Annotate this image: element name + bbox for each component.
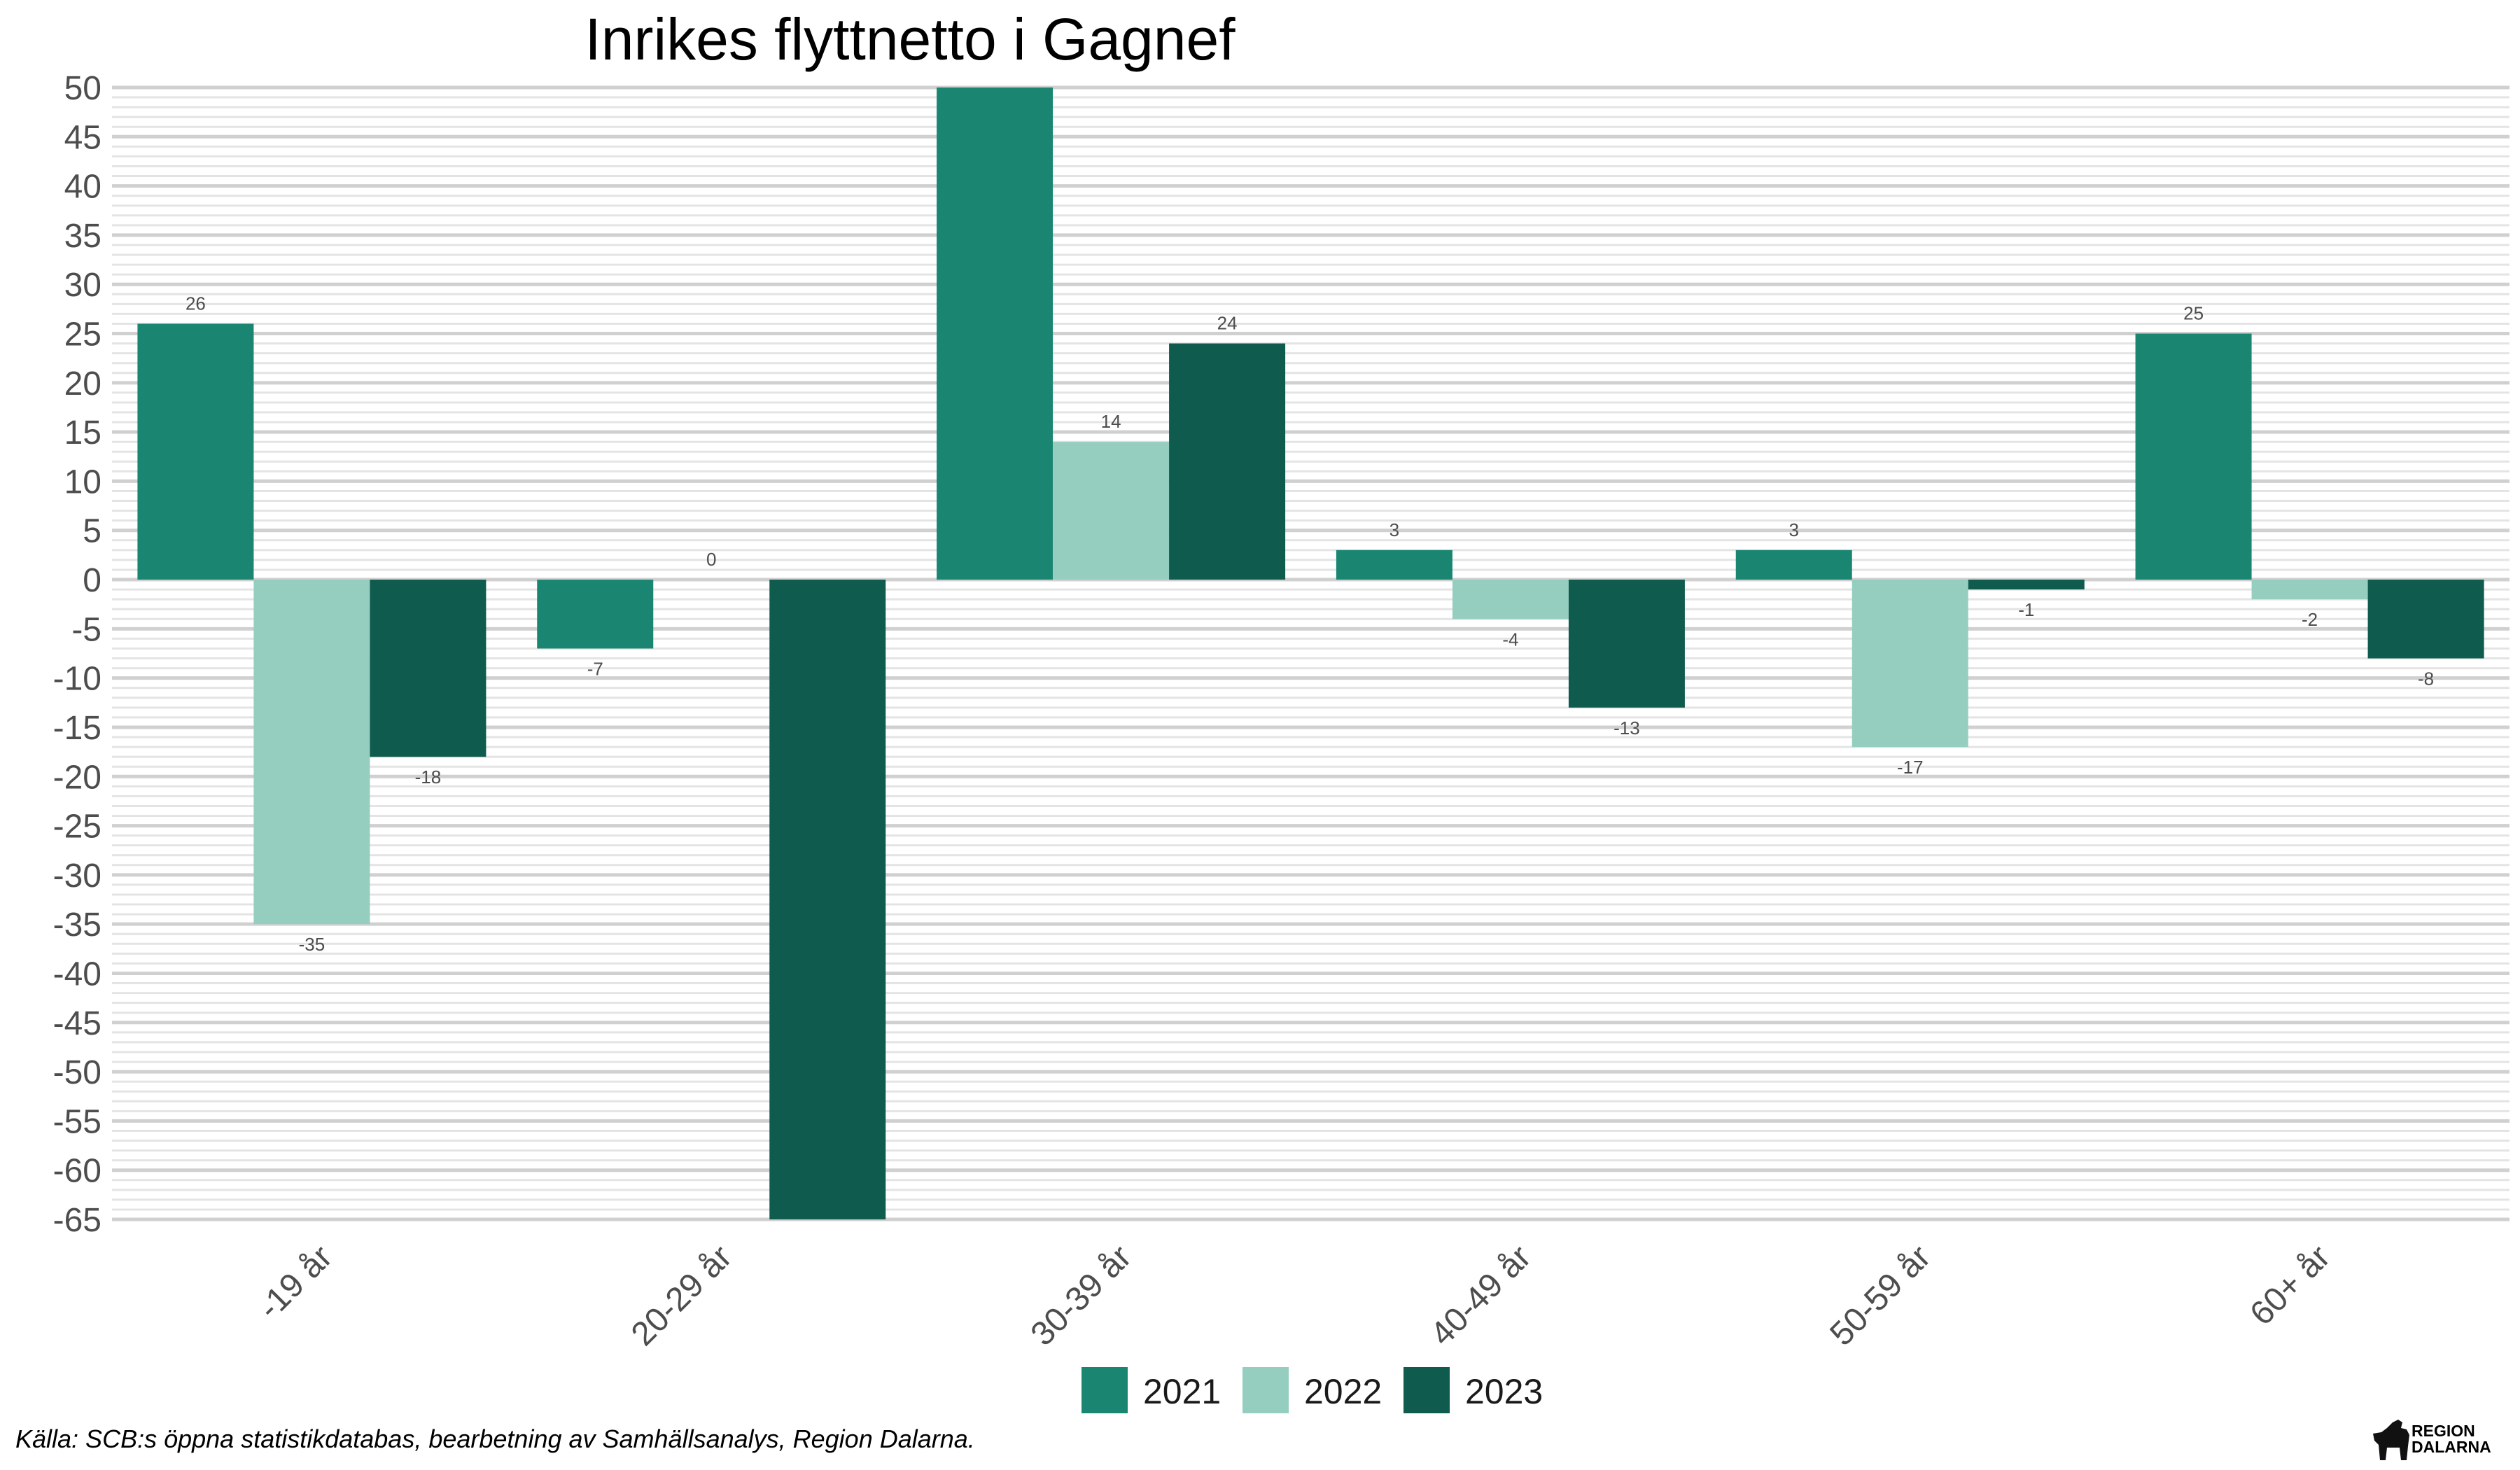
data-label: -2 <box>2302 609 2318 630</box>
x-tick-label: 30-39 år <box>1024 1238 1139 1353</box>
y-tick-label: 5 <box>83 513 102 550</box>
bar <box>1851 580 1968 748</box>
bar <box>1568 580 1685 708</box>
y-tick-label: 35 <box>64 218 102 255</box>
y-tick-label: -30 <box>53 858 102 895</box>
x-axis: -19 år 20-29 år 30-39 år 40-49 år 50-59 år 60… <box>251 1238 2337 1353</box>
bar <box>769 580 886 1219</box>
y-tick-label: -15 <box>53 710 102 747</box>
bar <box>1169 343 1286 580</box>
y-tick-label: -45 <box>53 1005 102 1042</box>
data-label: -7 <box>587 658 603 679</box>
data-label: 24 <box>1217 313 1238 334</box>
gridlines <box>112 85 2510 1222</box>
bar <box>1053 442 1170 580</box>
data-label: -18 <box>415 766 442 788</box>
x-tick-label: 20-29 år <box>624 1238 739 1353</box>
y-tick-label: -5 <box>71 611 102 648</box>
y-tick-label: 25 <box>64 316 102 354</box>
bar <box>253 580 370 925</box>
data-label: 3 <box>1390 519 1399 540</box>
y-tick-label: -25 <box>53 808 102 846</box>
data-label: -8 <box>2418 668 2434 690</box>
y-tick-label: -10 <box>53 661 102 698</box>
bar <box>370 580 486 757</box>
data-label: -35 <box>299 934 326 955</box>
y-tick-label: 10 <box>64 463 102 500</box>
chart-title: Inrikes flyttnetto i Gagnef <box>584 6 1236 72</box>
data-label: -4 <box>1502 629 1518 650</box>
y-tick-label: -50 <box>53 1054 102 1091</box>
y-tick-label: 40 <box>64 169 102 206</box>
logo-text: REGION DALARNA <box>2412 1423 2491 1455</box>
bar <box>2251 580 2368 600</box>
legend-label: 2022 <box>1304 1372 1382 1411</box>
data-label: 3 <box>1789 519 1799 540</box>
data-label: 0 <box>706 549 716 570</box>
legend-swatch <box>1082 1367 1128 1413</box>
y-tick-label: -55 <box>53 1103 102 1140</box>
x-tick-label: -19 år <box>251 1238 340 1326</box>
data-label: -1 <box>2018 599 2034 620</box>
y-tick-label: 30 <box>64 267 102 304</box>
y-tick-label: -65 <box>53 1202 102 1239</box>
data-label: -17 <box>1897 757 1924 778</box>
y-tick-label: 0 <box>83 562 102 599</box>
legend-swatch <box>1404 1367 1450 1413</box>
bar <box>1968 580 2085 590</box>
legend-label: 2023 <box>1465 1372 1544 1411</box>
dala-horse-logo-icon <box>2373 1420 2409 1460</box>
legend-label: 2021 <box>1143 1372 1222 1411</box>
legend-swatch <box>1242 1367 1289 1413</box>
bars <box>137 88 2484 1219</box>
y-tick-label: 20 <box>64 365 102 402</box>
y-tick-label: -20 <box>53 759 102 796</box>
x-tick-label: 60+ år <box>2243 1238 2337 1333</box>
data-labels: 26 -7 3 3 25 -35 0 14 -4 -17 -2 -18 24 -13 -1 -8 <box>186 293 2434 955</box>
y-tick-label: 50 <box>64 70 102 107</box>
x-tick-label: 40-49 år <box>1424 1238 1539 1353</box>
x-tick-label: 50-59 år <box>1823 1238 1938 1353</box>
y-tick-label: 45 <box>64 119 102 156</box>
logo-line-2: DALARNA <box>2412 1438 2491 1456</box>
logo-line-1: REGION <box>2412 1422 2475 1440</box>
y-tick-label: -40 <box>53 955 102 993</box>
bar <box>2135 333 2252 580</box>
y-tick-label: -60 <box>53 1153 102 1190</box>
y-tick-label: 15 <box>64 414 102 451</box>
y-axis: 50454035302520151050-5-10-15-20-25-30-35… <box>53 70 102 1239</box>
bar <box>537 580 654 649</box>
data-label: 26 <box>186 293 206 314</box>
bar <box>2367 580 2484 659</box>
bar <box>1735 550 1852 580</box>
y-tick-label: -35 <box>53 906 102 944</box>
data-label: -13 <box>1614 718 1640 738</box>
bar <box>1336 550 1452 580</box>
data-label: 14 <box>1101 411 1121 432</box>
bar <box>937 88 1054 580</box>
bar <box>137 323 254 580</box>
source-note: Källa: SCB:s öppna statistikdatabas, bea… <box>15 1424 975 1453</box>
bar <box>1452 580 1569 620</box>
data-label: 25 <box>2183 303 2204 324</box>
